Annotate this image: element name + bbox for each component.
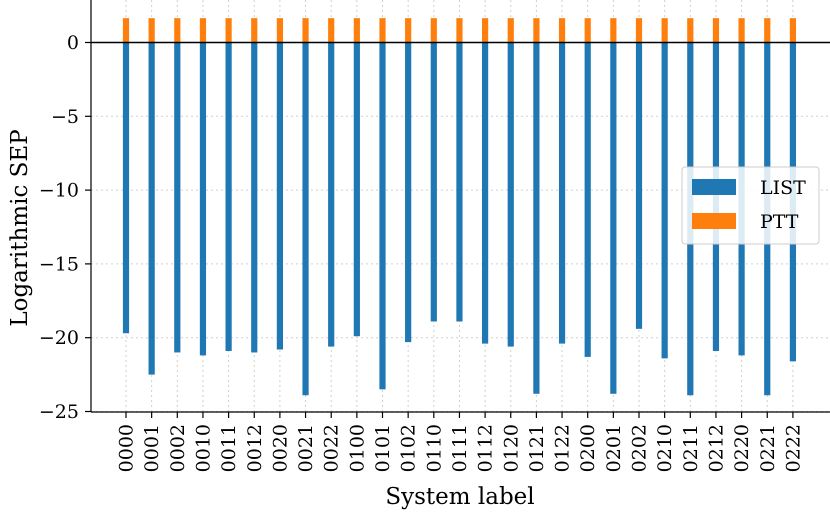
bar-list — [482, 42, 489, 344]
bar-ptt — [456, 18, 463, 43]
y-tick-label: −15 — [39, 253, 79, 275]
x-tick-label: 0101 — [372, 424, 394, 472]
legend-label-ptt: PTT — [760, 211, 799, 233]
x-tick-label: 0011 — [218, 424, 240, 472]
legend: LIST PTT — [681, 166, 820, 245]
x-tick-label: 0121 — [526, 424, 548, 472]
x-tick-label: 0210 — [654, 424, 676, 472]
bar-list — [405, 42, 412, 343]
bar-ptt — [507, 18, 514, 43]
x-tick-label: 0221 — [757, 424, 779, 472]
x-tick-label: 0202 — [629, 424, 651, 472]
bar-ptt — [789, 18, 796, 43]
x-tick-label: 0112 — [475, 424, 497, 472]
bar-ptt — [122, 18, 130, 43]
bar-ptt — [764, 18, 771, 43]
bar-ptt — [430, 18, 437, 43]
bar-ptt — [558, 18, 566, 43]
y-tick-label: −10 — [39, 180, 79, 202]
bar-ptt — [482, 18, 489, 43]
y-tick-label: −20 — [39, 327, 79, 349]
bar-list — [353, 42, 360, 337]
bar-ptt — [225, 18, 232, 43]
x-tick-label: 0021 — [295, 424, 317, 472]
x-tick-label: 0000 — [116, 424, 138, 472]
bar-ptt — [610, 18, 617, 43]
bar-ptt — [738, 18, 745, 43]
y-ticks: 0 −5 −10 −15 −20 −25 — [39, 32, 91, 423]
bar-list — [456, 42, 463, 322]
y-tick-label: −25 — [39, 401, 79, 423]
legend-label-list: LIST — [760, 177, 806, 199]
x-axis-title: System label — [385, 484, 534, 510]
bar-list — [225, 42, 232, 351]
x-tick-label: 0110 — [423, 424, 445, 472]
bar-list — [610, 42, 617, 394]
bar-list — [199, 42, 207, 356]
x-tick-label: 0012 — [244, 424, 266, 472]
bar-ptt — [379, 18, 386, 43]
bar-ptt — [661, 18, 668, 43]
bar-list — [379, 42, 386, 390]
bar-ptt — [635, 18, 643, 43]
bar-ptt — [302, 18, 309, 43]
bar-ptt — [584, 18, 591, 43]
x-tick-label: 0010 — [192, 424, 214, 472]
bar-ptt — [276, 18, 283, 43]
x-tick-label: 0100 — [346, 424, 368, 472]
x-ticks: 0000 0001 0002 0010 0011 0012 0020 0021 0022 0100… — [116, 412, 804, 472]
bar-list — [148, 42, 155, 375]
x-tick-label: 0102 — [398, 424, 420, 472]
bar-list — [430, 42, 437, 322]
bar-ptt — [148, 18, 155, 43]
bar-ptt — [199, 18, 207, 43]
x-tick-label: 0200 — [577, 424, 599, 472]
x-tick-label: 0212 — [705, 424, 727, 472]
x-tick-label: 0022 — [321, 424, 343, 472]
x-tick-label: 0001 — [141, 424, 163, 472]
bar-ptt — [712, 18, 720, 43]
y-tick-label: −5 — [51, 106, 79, 128]
y-axis-title: Logarithmic SEP — [7, 129, 33, 326]
legend-swatch-list — [692, 179, 736, 195]
x-tick-label: 0020 — [269, 424, 291, 472]
bar-list — [122, 42, 130, 334]
x-tick-label: 0211 — [680, 424, 702, 472]
bar-list — [507, 42, 514, 347]
bar-list — [276, 42, 283, 350]
x-tick-label: 0120 — [500, 424, 522, 472]
bar-list — [251, 42, 258, 353]
bar-list — [661, 42, 668, 359]
bar-list — [174, 42, 181, 353]
x-tick-label: 0220 — [731, 424, 753, 472]
bar-list — [558, 42, 566, 344]
bar-ptt — [328, 18, 335, 43]
bar-list — [328, 42, 335, 347]
bar-list — [533, 42, 540, 394]
legend-swatch-ptt — [692, 213, 736, 229]
bar-ptt — [251, 18, 258, 43]
x-tick-label: 0122 — [552, 424, 574, 472]
x-tick-label: 0201 — [603, 424, 625, 472]
bar-ptt — [405, 18, 412, 43]
bar-ptt — [174, 18, 181, 43]
bar-list — [635, 42, 643, 329]
axes-layer — [90, 0, 830, 413]
x-tick-label: 0222 — [782, 424, 804, 472]
bar-list — [584, 42, 591, 357]
x-tick-label: 0002 — [167, 424, 189, 472]
bar-list — [302, 42, 309, 396]
bar-ptt — [687, 18, 694, 43]
y-tick-label: 0 — [67, 32, 79, 54]
x-tick-label: 0111 — [449, 424, 471, 472]
bar-ptt — [533, 18, 540, 43]
bar-ptt — [353, 18, 360, 43]
